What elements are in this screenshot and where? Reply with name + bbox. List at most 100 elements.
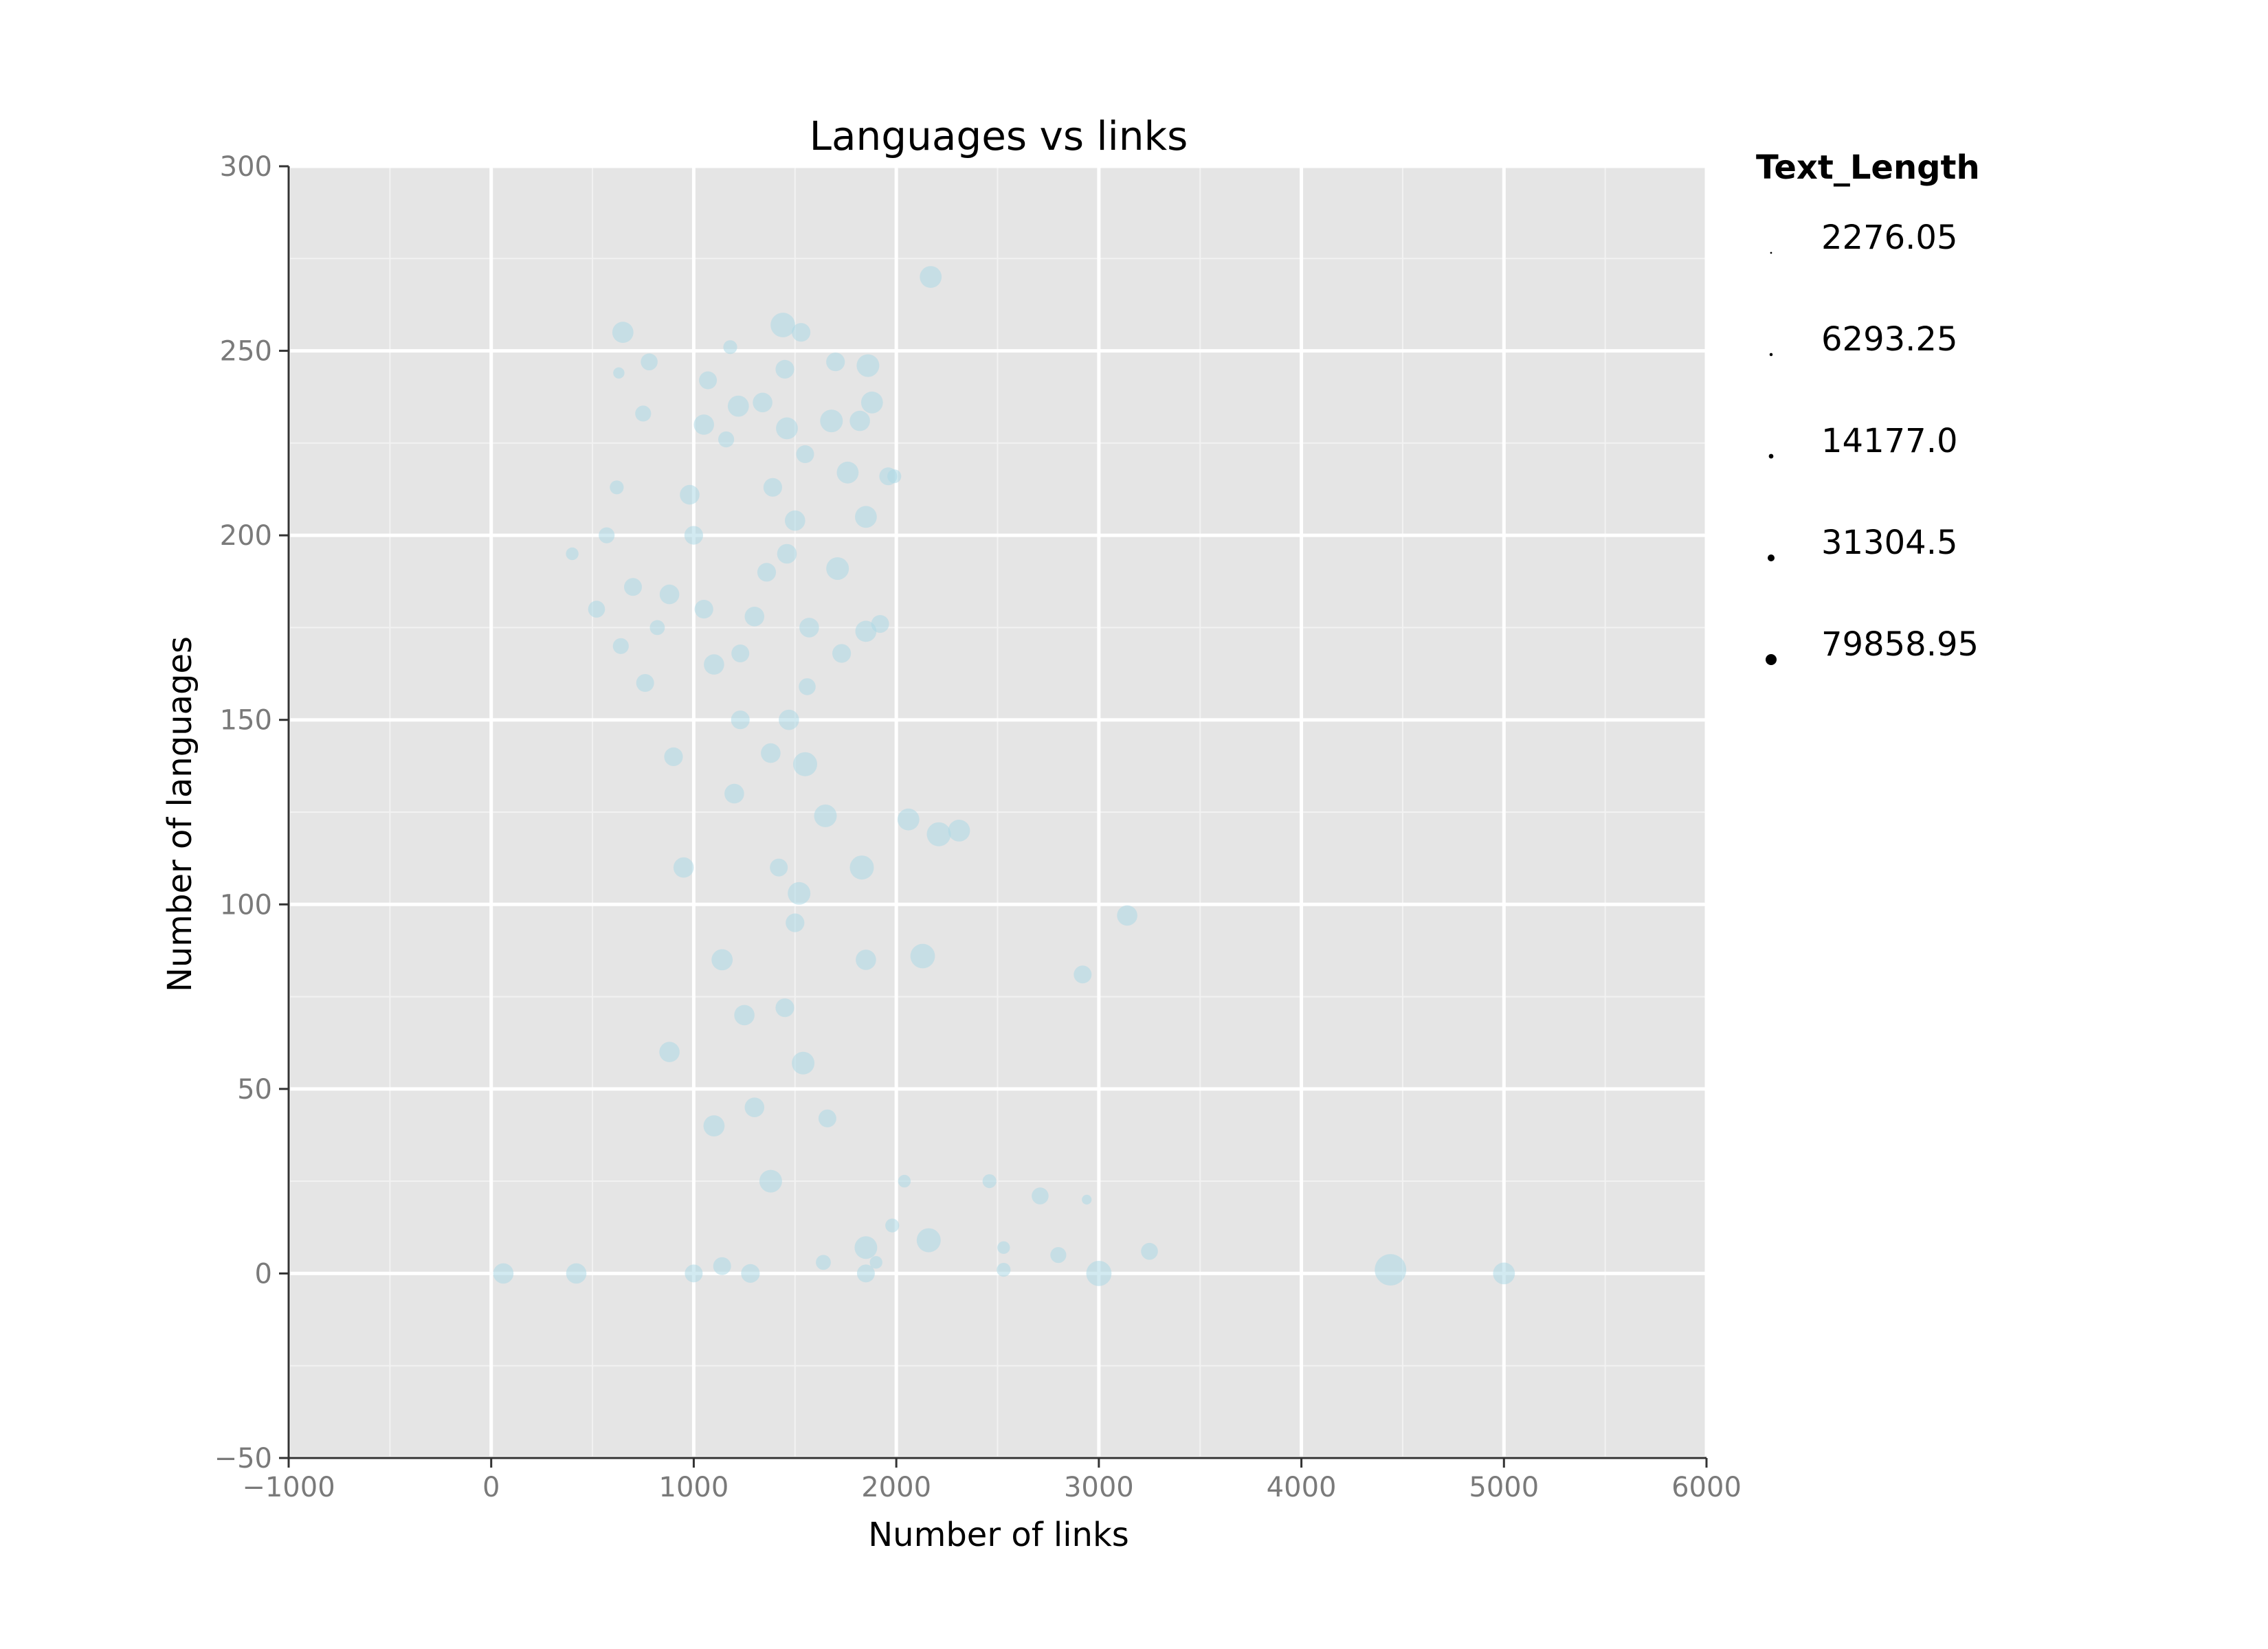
- data-point: [1117, 905, 1137, 926]
- data-point: [770, 858, 788, 877]
- data-point: [566, 547, 579, 561]
- data-point: [916, 1228, 941, 1253]
- data-point: [641, 353, 658, 370]
- data-point: [855, 506, 877, 528]
- data-point: [860, 391, 883, 414]
- legend-key: [1769, 352, 1773, 357]
- data-point: [799, 678, 816, 695]
- data-point: [887, 469, 902, 484]
- legend-label: 2276.05: [1821, 218, 1958, 257]
- data-point: [724, 783, 744, 804]
- data-point: [818, 1109, 836, 1128]
- data-point: [920, 266, 942, 288]
- data-point: [612, 322, 634, 344]
- y-tick-label: 0: [255, 1258, 272, 1290]
- data-point: [793, 752, 817, 776]
- x-tick-label: 1000: [659, 1472, 729, 1503]
- y-tick-label: 300: [220, 151, 272, 183]
- legend-label: 14177.0: [1821, 422, 1958, 460]
- data-point: [997, 1263, 1011, 1277]
- y-tick-label: 250: [220, 336, 272, 368]
- data-point: [723, 340, 737, 355]
- data-point: [613, 367, 625, 379]
- legend-key: [1770, 251, 1772, 254]
- data-point: [832, 644, 852, 663]
- data-point: [680, 484, 700, 505]
- data-points: [493, 266, 1515, 1286]
- x-axis-label: Number of links: [868, 1516, 1129, 1554]
- data-point: [731, 644, 750, 662]
- data-point: [741, 1264, 760, 1283]
- data-point: [826, 557, 849, 580]
- data-point: [785, 510, 805, 531]
- x-tick-label: 2000: [861, 1472, 931, 1503]
- data-point: [1050, 1247, 1067, 1264]
- y-tick-label: 150: [220, 705, 272, 737]
- data-point: [849, 410, 870, 431]
- data-point: [854, 1236, 878, 1259]
- legend-label: 31304.5: [1821, 524, 1958, 562]
- data-point: [792, 1051, 815, 1075]
- data-point: [897, 808, 920, 831]
- data-point: [744, 607, 765, 627]
- data-point: [711, 949, 733, 971]
- x-tick-label: 4000: [1267, 1472, 1337, 1503]
- data-point: [599, 527, 615, 543]
- x-axis-ticks: −1000 0 1000 2000 3000 4000 5000 6000: [242, 1458, 1742, 1503]
- x-tick-label: 6000: [1671, 1472, 1742, 1503]
- data-point: [612, 638, 629, 654]
- data-point: [761, 743, 781, 763]
- data-point: [997, 1241, 1010, 1255]
- data-point: [796, 445, 814, 463]
- legend-key: [1766, 654, 1777, 665]
- data-point: [757, 563, 777, 582]
- data-point: [635, 405, 652, 422]
- data-point: [734, 1005, 755, 1026]
- y-tick-label: −50: [214, 1443, 272, 1474]
- data-point: [856, 354, 880, 377]
- data-point: [659, 584, 680, 605]
- data-point: [744, 1097, 765, 1117]
- x-tick-label: −1000: [242, 1472, 335, 1503]
- data-point: [856, 1264, 875, 1283]
- data-point: [786, 913, 805, 932]
- data-point: [820, 410, 843, 433]
- data-point: [704, 654, 724, 675]
- data-point: [685, 1264, 703, 1283]
- data-point: [763, 478, 782, 497]
- data-point: [826, 352, 845, 372]
- data-point: [775, 359, 794, 379]
- data-point: [885, 1218, 900, 1233]
- data-point: [1141, 1242, 1158, 1260]
- data-point: [659, 1042, 680, 1062]
- data-point: [792, 323, 811, 342]
- legend-title: Text_Length: [1756, 148, 1980, 187]
- x-tick-label: 0: [482, 1472, 500, 1503]
- data-point: [727, 395, 749, 417]
- data-point: [699, 371, 718, 390]
- data-point: [694, 600, 713, 619]
- legend-label: 6293.25: [1821, 320, 1958, 359]
- data-point: [948, 820, 970, 842]
- chart-title: Languages vs links: [810, 113, 1188, 159]
- data-point: [788, 882, 811, 905]
- legend-key: [1767, 554, 1775, 562]
- legend-key: [1768, 453, 1774, 459]
- y-tick-label: 200: [220, 520, 272, 552]
- data-point: [926, 822, 951, 846]
- data-point: [624, 578, 642, 596]
- data-point: [856, 950, 876, 970]
- data-point: [1074, 965, 1092, 984]
- x-tick-label: 5000: [1469, 1472, 1539, 1503]
- data-point: [693, 414, 714, 435]
- data-point: [836, 461, 859, 484]
- data-point: [566, 1263, 587, 1284]
- data-point: [770, 313, 795, 337]
- data-point: [777, 543, 797, 564]
- data-point: [775, 998, 794, 1018]
- minor-gridlines: [289, 166, 1706, 1458]
- data-point: [713, 1257, 731, 1275]
- data-point: [855, 620, 877, 642]
- data-point: [849, 855, 874, 880]
